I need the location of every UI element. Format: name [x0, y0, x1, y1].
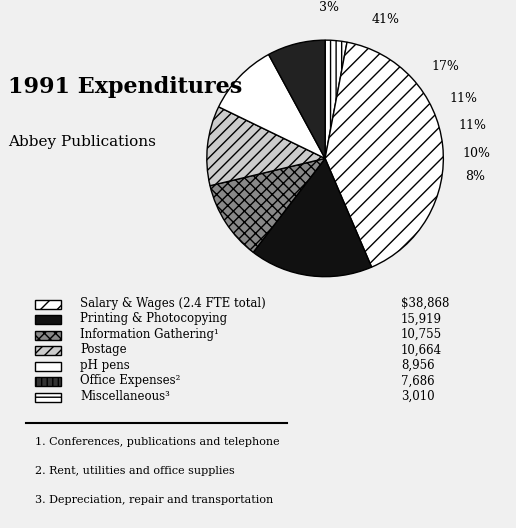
Text: $38,868: $38,868: [401, 297, 449, 310]
Text: 10,755: 10,755: [401, 328, 442, 341]
Wedge shape: [219, 54, 325, 158]
Text: Miscellaneous³: Miscellaneous³: [80, 390, 170, 403]
Text: 7,686: 7,686: [401, 374, 434, 388]
Text: 11%: 11%: [459, 119, 487, 132]
Text: Salary & Wages (2.4 FTE total): Salary & Wages (2.4 FTE total): [80, 297, 266, 310]
Text: 15,919: 15,919: [401, 313, 442, 325]
Bar: [35, 346, 61, 355]
Text: Office Expenses²: Office Expenses²: [80, 374, 181, 388]
Text: Printing & Photocopying: Printing & Photocopying: [80, 313, 228, 325]
Text: Information Gathering¹: Information Gathering¹: [80, 328, 219, 341]
Text: 1991 Expenditures: 1991 Expenditures: [8, 76, 242, 98]
Bar: [35, 362, 61, 371]
Wedge shape: [269, 40, 325, 158]
Wedge shape: [253, 158, 372, 277]
Wedge shape: [325, 42, 443, 267]
Text: 11%: 11%: [450, 91, 478, 105]
Bar: [35, 378, 61, 386]
Bar: [35, 300, 61, 309]
Text: Abbey Publications: Abbey Publications: [8, 135, 156, 149]
Text: 2. Rent, utilities and office supplies: 2. Rent, utilities and office supplies: [35, 466, 235, 476]
Text: 10%: 10%: [462, 147, 490, 159]
Bar: [35, 315, 61, 324]
Bar: [35, 331, 61, 340]
Text: 10,664: 10,664: [401, 343, 442, 356]
Text: 8%: 8%: [465, 171, 486, 183]
Text: 8,956: 8,956: [401, 359, 434, 372]
Wedge shape: [210, 158, 325, 252]
Wedge shape: [207, 107, 325, 186]
Text: 1. Conferences, publications and telephone: 1. Conferences, publications and telepho…: [35, 437, 280, 447]
Text: 41%: 41%: [372, 13, 399, 26]
Bar: [35, 393, 61, 402]
Wedge shape: [325, 40, 347, 158]
Text: Postage: Postage: [80, 343, 127, 356]
Text: 3,010: 3,010: [401, 390, 434, 403]
Text: 17%: 17%: [431, 60, 459, 73]
Text: 3%: 3%: [319, 1, 339, 14]
Text: pH pens: pH pens: [80, 359, 130, 372]
Text: 3. Depreciation, repair and transportation: 3. Depreciation, repair and transportati…: [35, 495, 273, 505]
